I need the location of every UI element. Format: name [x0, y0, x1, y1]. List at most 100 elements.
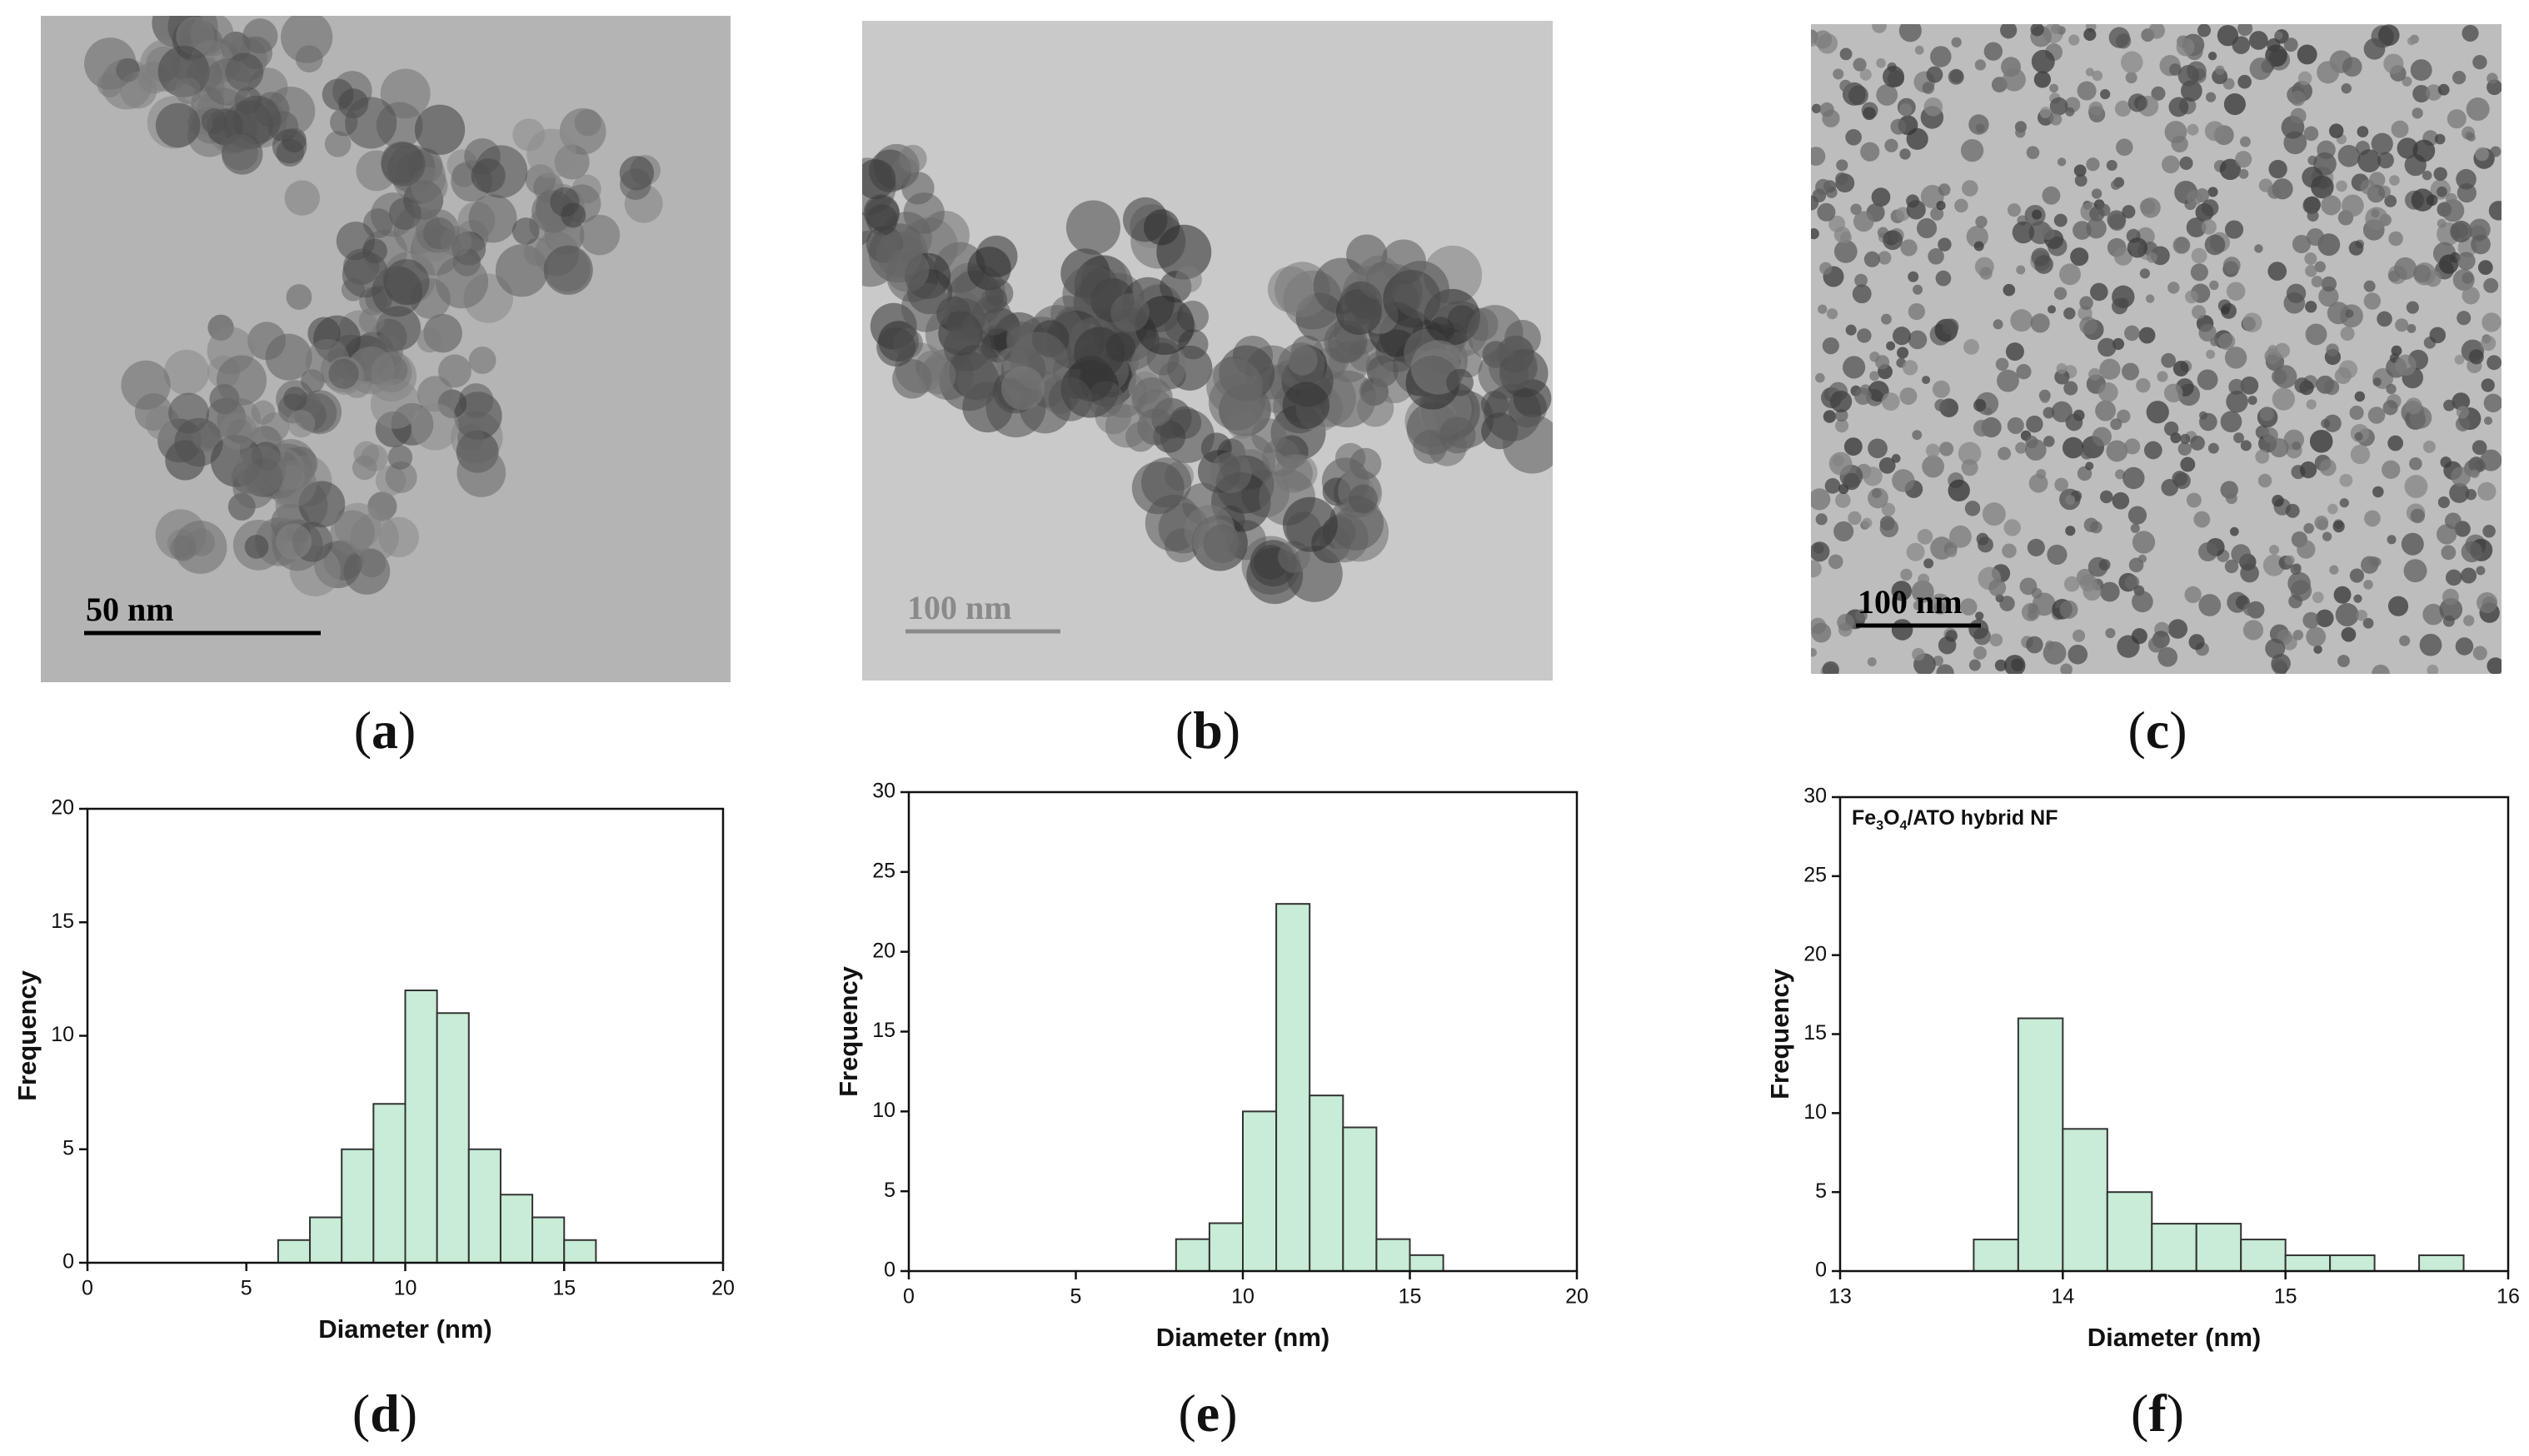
- particle: [2411, 188, 2435, 212]
- particle: [2437, 186, 2447, 197]
- particle: [1824, 478, 1841, 494]
- particle: [1811, 488, 1831, 511]
- particle: [2176, 37, 2195, 57]
- particle: [2199, 412, 2217, 431]
- particle: [2085, 67, 2094, 77]
- particle: [2224, 347, 2247, 369]
- particle: [2120, 51, 2143, 74]
- particle: [2045, 641, 2054, 650]
- particle: [1912, 430, 1923, 441]
- particle: [2483, 277, 2499, 293]
- particle: [2450, 220, 2472, 243]
- particle: [1466, 305, 1524, 362]
- particle: [2147, 252, 2157, 263]
- particle: [2333, 586, 2352, 604]
- scale-bar-label: 100 nm: [1858, 583, 1963, 621]
- particle: [2173, 237, 2190, 254]
- particle: [2049, 112, 2063, 126]
- particle: [2074, 174, 2088, 187]
- particle: [1898, 24, 1922, 42]
- particle: [1811, 103, 1822, 113]
- particle: [2187, 123, 2199, 136]
- particle: [1267, 266, 1314, 313]
- particle: [2012, 221, 2035, 244]
- particle: [222, 133, 258, 171]
- particle: [1868, 487, 1888, 509]
- particle: [2368, 556, 2380, 567]
- particle: [2306, 399, 2317, 410]
- particle: [2386, 383, 2397, 395]
- histogram-bar: [1375, 1238, 1411, 1272]
- particle: [900, 282, 951, 332]
- particle: [2106, 159, 2117, 171]
- particle: [1843, 437, 1863, 456]
- particle: [2271, 368, 2287, 385]
- particle: [1899, 387, 1918, 405]
- particle: [1917, 529, 1933, 545]
- particle: [387, 445, 413, 470]
- particle: [2441, 199, 2465, 222]
- histogram-bar: [372, 1103, 407, 1264]
- particle: [2292, 234, 2312, 254]
- particle: [2409, 456, 2422, 471]
- particle: [2329, 565, 2339, 575]
- particle: [2394, 257, 2417, 280]
- particle: [2349, 405, 2364, 421]
- particle: [2407, 323, 2417, 333]
- particle: [383, 259, 430, 306]
- histogram-bar: [2017, 1017, 2064, 1272]
- particle: [2488, 201, 2502, 221]
- histogram-bar: [531, 1216, 566, 1264]
- particle: [1105, 332, 1136, 362]
- particle: [242, 18, 278, 54]
- particle: [1883, 230, 1903, 251]
- particle: [1822, 337, 1839, 355]
- particle: [1898, 102, 1913, 117]
- particle: [1871, 187, 1891, 207]
- particle: [1815, 178, 1832, 196]
- particle: [2436, 524, 2457, 545]
- particle: [2382, 460, 2401, 479]
- particle: [574, 108, 601, 137]
- particle: [1922, 376, 1931, 385]
- particle: [561, 202, 586, 228]
- particle: [2294, 377, 2311, 394]
- particle: [2145, 294, 2155, 303]
- particle: [2233, 432, 2244, 444]
- particle: [1833, 521, 1854, 542]
- particle: [2063, 576, 2080, 592]
- particle: [1913, 601, 1923, 611]
- scale-bar-label: 100 nm: [907, 589, 1012, 626]
- particle: [1948, 68, 1964, 85]
- particle: [2452, 71, 2467, 85]
- particle: [286, 284, 312, 310]
- particle: [2215, 65, 2225, 76]
- y-tick-label: 15: [51, 910, 74, 933]
- particle: [2003, 519, 2021, 536]
- particle: [1886, 341, 1896, 351]
- histogram-bar: [404, 990, 438, 1264]
- particle: [1829, 390, 1853, 413]
- particle: [1925, 443, 1940, 458]
- y-tick-label: 15: [1803, 1021, 1827, 1045]
- particle: [1887, 70, 1905, 87]
- particle: [1203, 524, 1242, 563]
- particle: [1837, 613, 1855, 631]
- particle: [1862, 517, 1873, 528]
- particle: [2455, 416, 2471, 431]
- particle: [2360, 179, 2376, 195]
- y-tick-label: 15: [872, 1019, 895, 1042]
- particle: [2115, 469, 2125, 480]
- histogram-bar: [2151, 1223, 2197, 1272]
- particle: [456, 424, 485, 451]
- particle: [2079, 317, 2098, 335]
- particle: [2454, 354, 2465, 365]
- x-tick-label: 5: [1070, 1285, 1082, 1309]
- particle: [1815, 372, 1825, 383]
- particle: [2348, 241, 2364, 256]
- particle: [2124, 325, 2140, 342]
- particle: [468, 194, 517, 243]
- histogram-bar: [1342, 1126, 1378, 1272]
- particle: [2389, 175, 2400, 186]
